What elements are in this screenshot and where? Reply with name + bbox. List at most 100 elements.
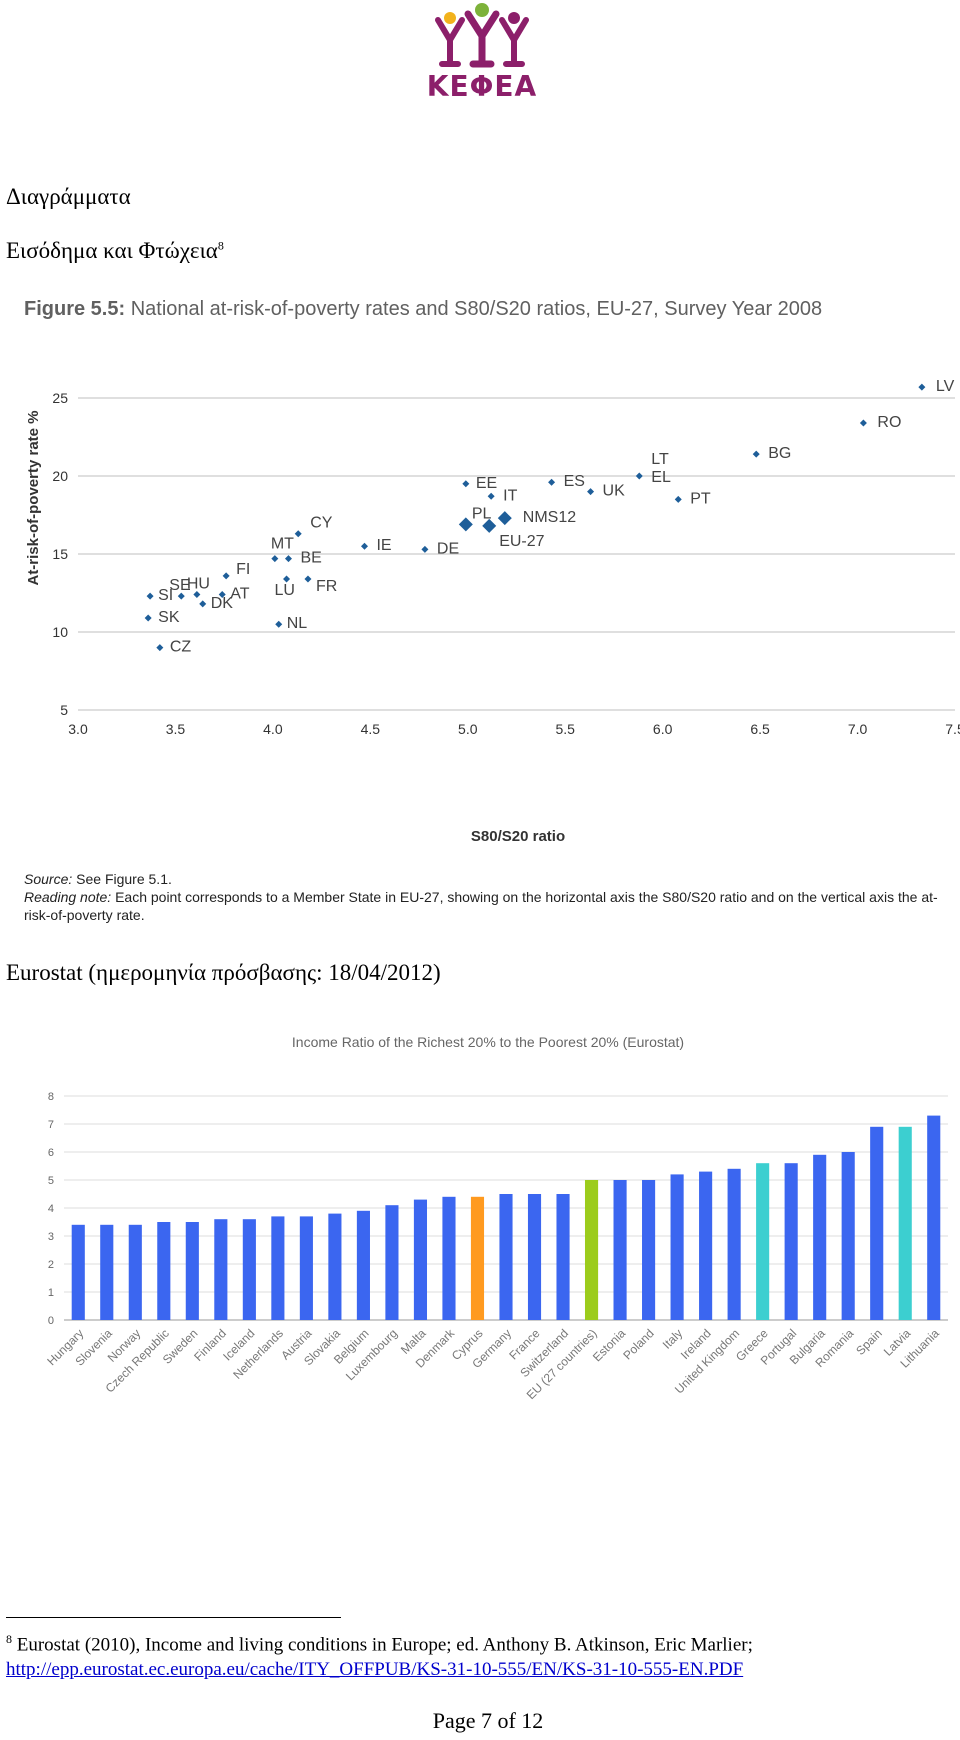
bar — [242, 1219, 256, 1320]
scatter-point — [487, 492, 495, 500]
bar — [413, 1199, 428, 1320]
bar-y-tick-label: 0 — [48, 1315, 54, 1327]
scatter-x-tick-label: 7.0 — [848, 721, 868, 737]
bar — [185, 1222, 199, 1320]
scatter-point-label: NMS12 — [523, 509, 576, 526]
figure1-title-rest: National at-risk-of-poverty rates and S8… — [130, 298, 823, 320]
bar-y-tick-label: 6 — [48, 1147, 54, 1159]
bar-x-tick-label: Poland — [620, 1326, 656, 1362]
scatter-point-label: ES — [564, 473, 585, 490]
bar — [556, 1194, 570, 1320]
scatter-chart: 51015202530 3.03.54.04.55.05.56.06.57.07… — [25, 378, 960, 845]
figure1-reading-note: Reading note: Each point corresponds to … — [24, 888, 954, 924]
bar-y-tick-label: 3 — [48, 1231, 54, 1243]
scatter-point — [218, 591, 226, 599]
reading-note-label: Reading note: — [24, 889, 112, 905]
scatter-point — [271, 555, 279, 563]
bar-y-tick-label: 8 — [48, 1091, 54, 1103]
scatter-point — [587, 488, 595, 496]
scatter-point-label: EU-27 — [499, 533, 544, 550]
figure1-notes: Source: See Figure 5.1. Reading note: Ea… — [24, 870, 954, 924]
bar — [214, 1219, 228, 1320]
scatter-point — [548, 478, 556, 486]
scatter-point-label: MT — [271, 536, 294, 553]
figure1-title-prefix: Figure 5.5: — [24, 298, 126, 320]
bar-y-tick-label: 2 — [48, 1259, 54, 1271]
scatter-point — [482, 518, 497, 533]
bar-y-tick-label: 5 — [48, 1175, 54, 1187]
scatter-point — [360, 542, 368, 550]
scatter-point-label: PT — [690, 490, 711, 507]
bar — [271, 1216, 285, 1320]
scatter-y-tick-label: 20 — [52, 468, 68, 484]
scatter-x-tick-label: 3.5 — [166, 721, 186, 737]
logo-figures-icon — [435, 3, 529, 68]
scatter-point-label: EL — [651, 469, 671, 486]
logo-text: ΚΕΦΕΑ — [426, 70, 538, 103]
scatter-point-label: IE — [376, 537, 391, 554]
scatter-point — [177, 592, 185, 600]
income-poverty-text: Εισόδημα και Φτώχεια — [6, 238, 218, 263]
scatter-point-label: CY — [310, 515, 333, 532]
bar-x-tick-label: Finland — [191, 1326, 229, 1364]
scatter-x-tick-label: 6.5 — [750, 721, 770, 737]
scatter-x-tick-label: 5.5 — [555, 721, 575, 737]
bar — [642, 1180, 656, 1320]
scatter-point — [156, 644, 164, 652]
bar — [499, 1194, 513, 1320]
scatter-point — [859, 419, 867, 427]
scatter-point — [635, 472, 643, 480]
bar — [442, 1196, 456, 1320]
scatter-y-axis-label: At-risk-of-poverty rate % — [25, 410, 42, 585]
kefea-logo — [435, 3, 529, 68]
scatter-point-label: BG — [768, 445, 791, 462]
scatter-point — [674, 495, 682, 503]
scatter-x-axis-label: S80/S20 ratio — [471, 828, 565, 845]
scatter-point — [222, 572, 230, 580]
bar — [613, 1180, 627, 1320]
scatter-point-label: LV — [936, 378, 955, 395]
scatter-point-label: HU — [187, 576, 210, 593]
bar-y-tick-label: 4 — [48, 1203, 54, 1215]
scatter-y-tick-label: 10 — [52, 624, 68, 640]
bar — [71, 1224, 85, 1320]
scatter-point — [199, 600, 207, 608]
bar-series — [71, 1115, 941, 1320]
footnote-separator — [6, 1617, 341, 1618]
scatter-point — [918, 383, 926, 391]
scatter-x-tick-label: 5.0 — [458, 721, 478, 737]
bar — [385, 1205, 399, 1320]
scatter-y-tick-label: 5 — [60, 702, 68, 718]
scatter-point — [146, 592, 154, 600]
footnote-link[interactable]: http://epp.eurostat.ec.europa.eu/cache/I… — [6, 1659, 744, 1681]
bar — [699, 1171, 713, 1320]
scatter-point-label: CZ — [170, 639, 192, 656]
scatter-y-tick-label: 25 — [52, 390, 68, 406]
footnote-number: 8 — [6, 1632, 12, 1646]
scatter-y-ticks: 51015202530 — [52, 390, 68, 718]
bar — [470, 1196, 485, 1320]
bar — [813, 1154, 827, 1320]
source-text: See Figure 5.1. — [76, 871, 172, 887]
page-number: Page 7 of 12 — [432, 1708, 544, 1733]
bar — [898, 1126, 912, 1320]
scatter-point — [304, 575, 312, 583]
scatter-point-label: DE — [437, 540, 459, 557]
eurostat-access-date: Eurostat (ημερομηνία πρόσβασης: 18/04/20… — [6, 960, 441, 985]
scatter-gridlines — [78, 397, 955, 711]
scatter-point — [283, 575, 291, 583]
scatter-point — [144, 614, 152, 622]
bar — [756, 1163, 770, 1320]
scatter-point — [275, 620, 283, 628]
scatter-x-ticks: 3.0 3.5 4.0 4.5 5.0 5.5 6.0 6.5 7.0 7.5 — [68, 721, 960, 737]
scatter-point-label: SI — [158, 587, 173, 604]
scatter-point — [294, 530, 302, 538]
footnote-reference[interactable]: 8 — [217, 238, 224, 253]
scatter-point-label: LU — [275, 582, 295, 599]
scatter-point — [752, 450, 760, 458]
bar — [727, 1168, 741, 1320]
bar-x-tick-label: Spain — [853, 1326, 885, 1358]
figure1-title: Figure 5.5: National at-risk-of-poverty … — [24, 298, 822, 321]
